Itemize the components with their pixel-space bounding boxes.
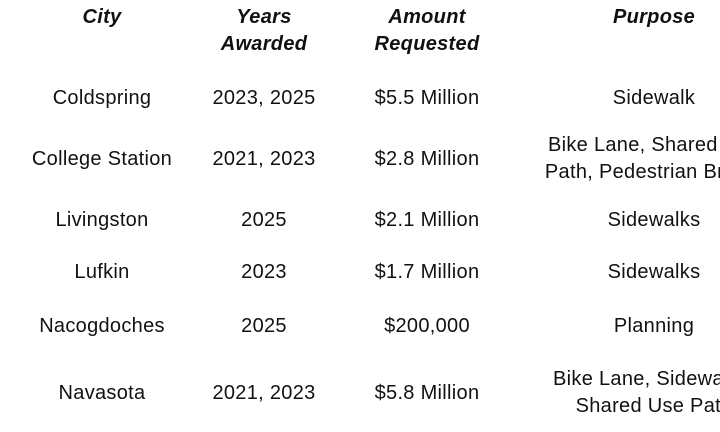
cell-years: 2023 (241, 260, 287, 283)
cell-purpose: Sidewalks (607, 260, 701, 283)
cell-years: 2023, 2025 (212, 86, 316, 109)
cell-years: 2021, 2023 (212, 147, 316, 170)
cell-purpose: Bike Lane, Sidewalks, Shared Use Path (553, 368, 720, 417)
grants-table: City Years Awarded Amount Requested Purp… (10, 0, 720, 432)
cell-amount: $200,000 (384, 314, 470, 337)
table-header-row: City Years Awarded Amount Requested Purp… (10, 0, 720, 72)
table-row-lufkin: Lufkin 2023 $1.7 Million Sidewalks (10, 246, 720, 298)
column-header-amount-requested: Amount Requested (374, 6, 480, 55)
cell-city: Navasota (58, 381, 146, 404)
cell-purpose: Sidewalk (612, 86, 696, 109)
cell-amount: $2.8 Million (374, 147, 480, 170)
column-header-years-awarded: Years Awarded (220, 6, 308, 55)
cell-years: 2025 (241, 314, 287, 337)
column-header-city: City (82, 6, 122, 28)
cell-city: College Station (31, 147, 173, 170)
cell-purpose: Planning (613, 314, 695, 337)
table-row-livingston: Livingston 2025 $2.1 Million Sidewalks (10, 194, 720, 246)
cell-years: 2025 (241, 208, 287, 231)
cell-amount: $2.1 Million (374, 208, 480, 231)
cell-purpose: Bike Lane, Shared Use Path, Pedestrian B… (544, 134, 720, 183)
cell-purpose: Sidewalks (607, 208, 701, 231)
cell-amount: $5.5 Million (374, 86, 480, 109)
column-header-purpose: Purpose (612, 6, 696, 28)
cell-amount: $5.8 Million (374, 381, 480, 404)
cell-city: Livingston (55, 208, 149, 231)
table-row-college-station: College Station 2021, 2023 $2.8 Million … (10, 124, 720, 194)
cell-amount: $1.7 Million (374, 260, 480, 283)
cell-city: Coldspring (52, 86, 152, 109)
table-row-navasota: Navasota 2021, 2023 $5.8 Million Bike La… (10, 354, 720, 432)
cell-years: 2021, 2023 (212, 381, 316, 404)
table-row-coldspring: Coldspring 2023, 2025 $5.5 Million Sidew… (10, 72, 720, 124)
table-row-nacogdoches: Nacogdoches 2025 $200,000 Planning (10, 298, 720, 354)
cell-city: Lufkin (74, 260, 130, 283)
cell-city: Nacogdoches (39, 314, 165, 337)
